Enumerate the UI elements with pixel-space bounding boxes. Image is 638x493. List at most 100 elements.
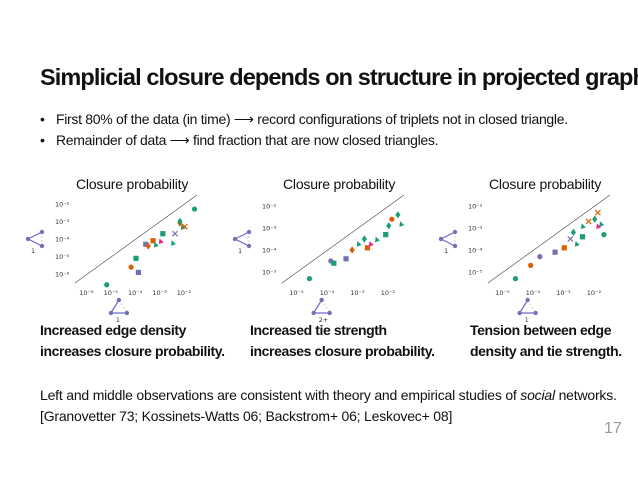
motif-edge	[234, 231, 250, 240]
data-point-triangle	[180, 224, 186, 231]
data-point-triangle	[399, 221, 405, 227]
motif-node	[319, 297, 324, 303]
data-point-square	[343, 256, 349, 262]
motif-edge	[440, 231, 456, 240]
motif-label: 1	[238, 247, 242, 255]
data-point-circle	[104, 282, 110, 288]
data-point-square	[364, 245, 370, 251]
data-point-circle	[128, 264, 134, 270]
caption-line: increases closure probability.	[250, 343, 435, 359]
data-point-square	[160, 231, 166, 237]
data-point-diamond	[145, 242, 151, 250]
data-point-circle	[528, 262, 534, 268]
cross-stroke	[567, 235, 574, 243]
data-point-diamond	[361, 235, 367, 243]
caption-line: density and tie strength.	[470, 343, 622, 359]
bullet-list: • First 80% of the data (in time) ⟶ recor…	[40, 109, 568, 151]
x-tick-label: 10⁻²	[587, 289, 602, 297]
data-point-square	[150, 238, 156, 244]
scatter-chart-tie-strength: 10⁻² 10⁻³ 10⁻⁴ 10⁻⁵ 10⁻⁵ 10⁻⁴ 10⁻³ 10⁻² 1 2+	[232, 194, 405, 324]
motif-label: 1	[525, 316, 529, 324]
x-tick-label: 10⁻⁴	[526, 289, 541, 297]
data-point-circle	[601, 232, 607, 238]
bullet-text: Remainder of data ⟶ find fraction that a…	[56, 132, 439, 148]
data-point-circle	[512, 276, 519, 282]
motif-node	[327, 310, 332, 316]
data-point-triangle	[374, 236, 380, 243]
y-tick-label: 10⁻⁴	[55, 236, 70, 244]
data-point-diamond	[570, 228, 576, 236]
data-point-cross	[567, 235, 574, 243]
x-tick-label: 10⁻³	[152, 289, 167, 297]
bottom-motif-diagram: 1	[517, 297, 538, 324]
motif-node	[452, 243, 458, 249]
side-motif-diagram: 1	[438, 229, 458, 255]
motif-node	[246, 243, 252, 249]
data-point-square	[143, 241, 149, 247]
data-point-triangle	[356, 240, 362, 247]
data-point-square	[331, 260, 337, 266]
motif-label: 1	[116, 316, 120, 324]
y-tick-label: 10⁻⁵	[55, 253, 70, 261]
motif-node	[116, 297, 122, 303]
data-point-circle	[306, 276, 313, 282]
footer-references: [Granovetter 73; Kossinets-Watts 06; Bac…	[40, 408, 453, 424]
x-tick-label: 10⁻³	[350, 289, 365, 297]
diagonal-line	[74, 194, 198, 284]
motif-node	[311, 310, 316, 316]
x-tick-label: 10⁻⁵	[289, 289, 304, 297]
cross-stroke	[585, 218, 592, 225]
data-point-square	[561, 245, 567, 251]
y-tick-label: 10⁻³	[468, 225, 483, 233]
motif-label: 2+	[319, 316, 329, 324]
data-point-triangle	[580, 223, 586, 230]
caption-line: Increased edge density	[40, 322, 187, 338]
data-point-circle	[191, 206, 198, 212]
x-tick-label: 10⁻³	[556, 289, 571, 297]
motif-edge	[110, 299, 120, 314]
x-tick-label: 10⁻⁵	[495, 289, 510, 297]
cross-stroke	[172, 230, 179, 237]
y-tick-label: 10⁻⁶	[55, 271, 70, 279]
diagonal-line	[281, 194, 405, 284]
panel-caption: Tension between edge density and tie str…	[470, 320, 622, 362]
cross-stroke	[181, 223, 188, 230]
footer-text: networks.	[554, 387, 617, 403]
x-tick-label: 10⁻⁴	[320, 289, 335, 297]
slide-title: Simplicial closure depends on structure …	[40, 64, 638, 90]
data-point-triangle	[171, 240, 176, 246]
y-tick-label: 10⁻⁴	[468, 247, 483, 255]
motif-node	[517, 310, 522, 316]
caption-line: Increased tie strength	[250, 322, 387, 338]
caption-line: Tension between edge	[470, 322, 612, 338]
panel-title: Closure probability	[489, 176, 602, 192]
scatter-chart-tension: 10⁻² 10⁻³ 10⁻⁴ 10⁻⁵ 10⁻⁵ 10⁻⁴ 10⁻³ 10⁻² 1 1	[438, 194, 611, 324]
x-tick-label: 10⁻⁶	[79, 289, 94, 297]
data-point-circle	[537, 254, 543, 260]
data-point-triangle	[574, 240, 580, 247]
motif-node	[39, 243, 45, 249]
y-tick-label: 10⁻³	[262, 225, 277, 233]
motif-node	[108, 310, 114, 316]
motif-open-edge	[321, 299, 331, 314]
data-point-cross	[585, 218, 592, 225]
data-point-square	[383, 232, 389, 238]
motif-node	[438, 236, 444, 242]
footer-text: Left and middle observations are consist…	[40, 387, 521, 403]
data-point-diamond	[395, 211, 401, 219]
data-point-diamond	[177, 217, 183, 225]
data-point-diamond	[592, 215, 598, 223]
motif-edge	[234, 238, 250, 247]
y-tick-label: 10⁻²	[468, 203, 483, 211]
x-tick-label: 10⁻⁴	[128, 289, 143, 297]
motif-open-edge	[527, 299, 537, 314]
scatter-chart-edge-density: 10⁻² 10⁻³ 10⁻⁴ 10⁻⁵ 10⁻⁶ 10⁻⁶ 10⁻⁵ 10⁻⁴ 10⁻³ 10⁻²…	[25, 194, 198, 324]
data-point-triangle	[368, 240, 374, 247]
page-number: 17	[604, 420, 622, 437]
data-point-diamond	[349, 246, 355, 254]
bottom-motif-diagram: 2+	[311, 297, 332, 324]
diagonal-line	[487, 194, 611, 284]
data-point-triangle	[599, 221, 605, 227]
data-point-triangle	[153, 241, 159, 248]
